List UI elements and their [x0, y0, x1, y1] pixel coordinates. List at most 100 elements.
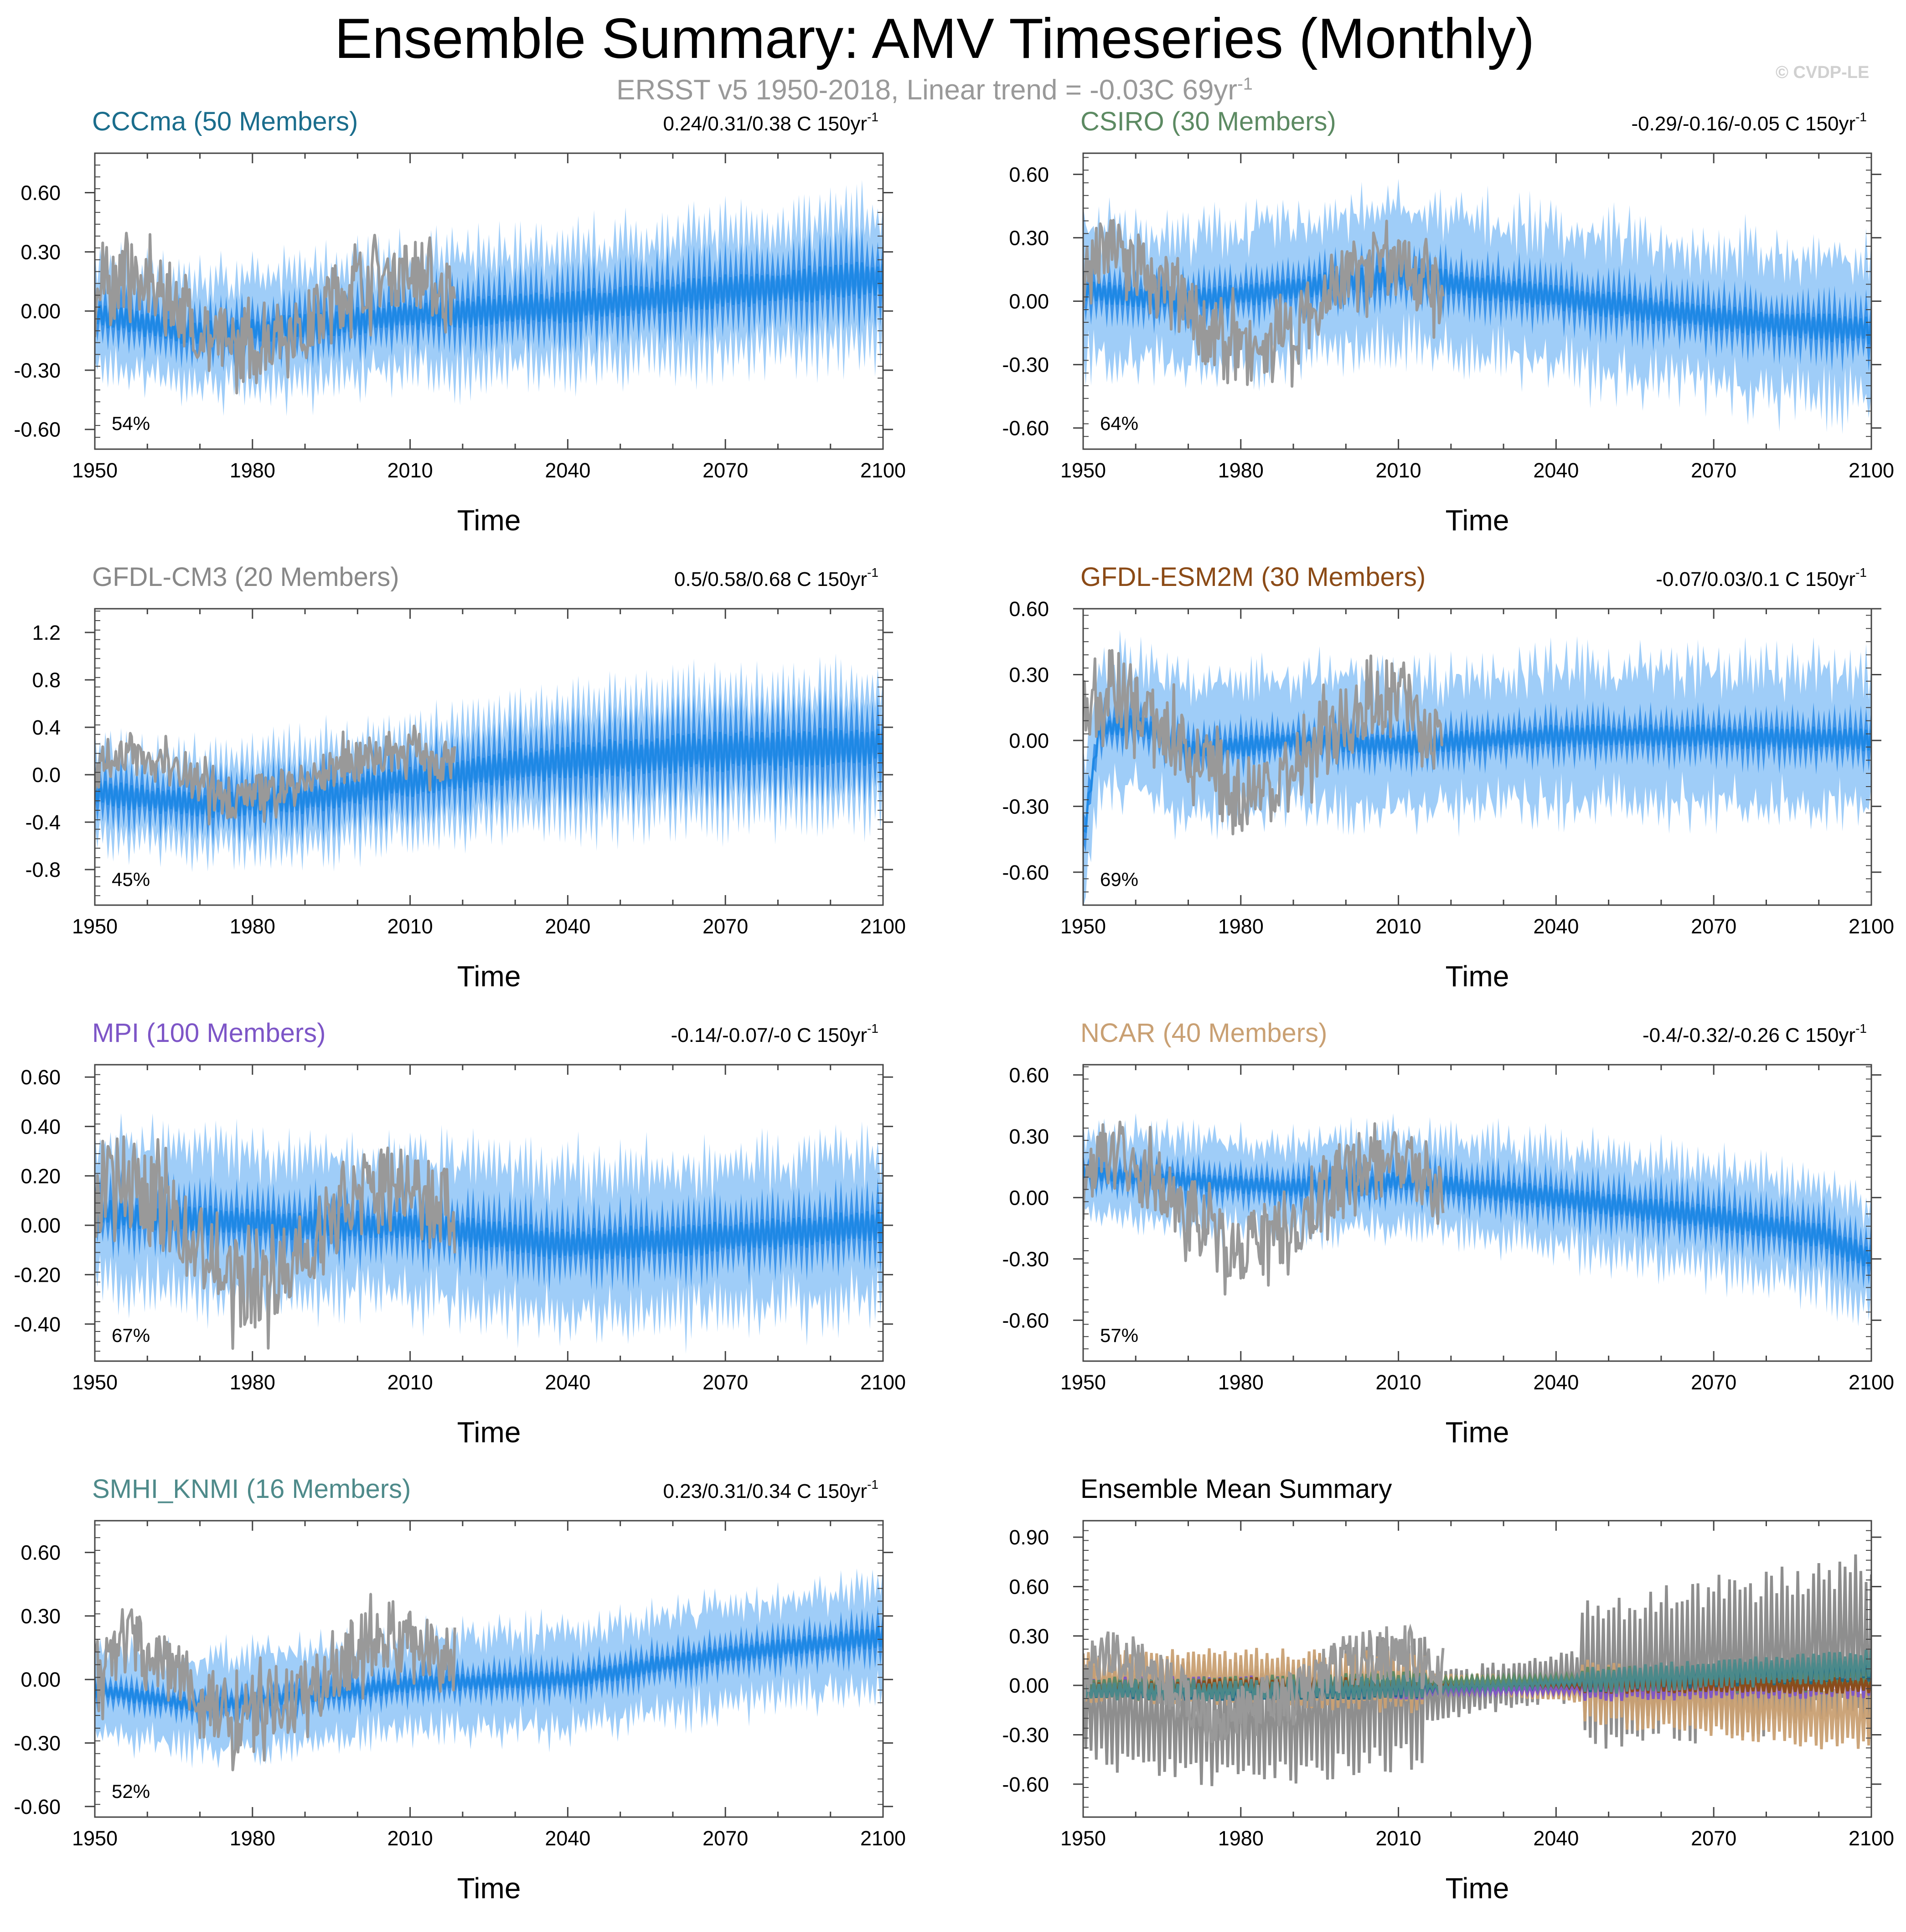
- plot-frame: [94, 152, 884, 450]
- plot-area: [1083, 1113, 1871, 1326]
- y-tick-label: 0.60: [1009, 1063, 1049, 1087]
- x-tick-label: 2010: [387, 1371, 433, 1394]
- y-tick-label: 0.4: [32, 716, 61, 739]
- summary-line-smhi_knmi: [1083, 1649, 1871, 1702]
- x-tick-label: 2040: [545, 915, 590, 938]
- trend-exponent: -1: [867, 110, 878, 124]
- trend-exponent: -1: [867, 1477, 878, 1492]
- x-tick-label: 2010: [387, 915, 433, 938]
- y-tick-label: 0.0: [32, 763, 61, 787]
- panel-1: 1950 1980 2010 2040 2070 2100 -0.60 -0.30 0.00 0.…: [14, 107, 906, 537]
- percent-label: 64%: [1100, 413, 1138, 434]
- ensemble-spread: [1083, 1113, 1871, 1326]
- plot-frame: [1082, 1064, 1872, 1362]
- y-tick-label: -0.30: [1002, 1248, 1049, 1271]
- x-tick-label: 2040: [1533, 915, 1579, 938]
- observed-line: [1083, 219, 1445, 388]
- x-tick-label: 2100: [1849, 1827, 1894, 1850]
- y-tick-label: 0.00: [21, 1668, 61, 1691]
- ensemble-spread: [1083, 179, 1871, 434]
- x-tick-label: 2010: [387, 459, 433, 482]
- x-tick-label: 1980: [230, 1371, 275, 1394]
- x-tick-label: 2100: [860, 459, 906, 482]
- ensemble-range: [1083, 238, 1871, 373]
- plot-frame: [94, 608, 884, 906]
- x-tick-label: 2070: [702, 1371, 748, 1394]
- panel-title: CCCma (50 Members): [92, 107, 358, 136]
- y-tick-label: 0.30: [21, 240, 61, 264]
- x-tick-label: 2100: [860, 915, 906, 938]
- ensemble-mean-line: [95, 1199, 883, 1259]
- observed-line: [1083, 1120, 1445, 1296]
- panel-4: 1950 1980 2010 2040 2070 2100 -0.60 -0.30 0.00 0.…: [1002, 562, 1894, 993]
- y-tick-label: 0.30: [1009, 1125, 1049, 1148]
- ensemble-range: [1083, 695, 1871, 853]
- y-tick-label: -0.30: [1002, 353, 1049, 377]
- trend-exponent: -1: [1855, 110, 1867, 124]
- subtitle-text: ERSST v5 1950-2018, Linear trend = -0.03…: [616, 74, 1238, 106]
- x-axis-label: Time: [1446, 1872, 1509, 1905]
- y-tick-label: -0.8: [25, 858, 61, 881]
- trend-value: -0.4/-0.32/-0.26 C 150yr: [1643, 1024, 1855, 1046]
- x-tick-label: 2040: [1533, 1827, 1579, 1850]
- y-tick-label: 0.00: [21, 1214, 61, 1237]
- figure-title: Ensemble Summary: AMV Timeseries (Monthl…: [334, 7, 1535, 70]
- x-tick-label: 2070: [1691, 459, 1736, 482]
- x-tick-label: 1950: [72, 1371, 118, 1394]
- x-tick-label: 1950: [1060, 459, 1106, 482]
- x-axis-label: Time: [457, 504, 521, 537]
- trend-exponent: -1: [867, 565, 878, 580]
- y-tick-label: 0.00: [1009, 729, 1049, 752]
- panel-title: NCAR (40 Members): [1080, 1018, 1327, 1048]
- panel-5: 1950 1980 2010 2040 2070 2100 -0.40 -0.20 0.00 0.…: [14, 1018, 906, 1449]
- trend-value: 0.23/0.31/0.34 C 150yr: [663, 1480, 867, 1502]
- trend-label: -0.4/-0.32/-0.26 C 150yr-1: [1643, 1021, 1867, 1046]
- y-tick-label: 0.30: [1009, 226, 1049, 249]
- x-tick-label: 1950: [1060, 1371, 1106, 1394]
- ensemble-mean-line: [1083, 264, 1871, 344]
- x-tick-label: 1980: [230, 459, 275, 482]
- plot-area: [95, 180, 883, 416]
- x-tick-label: 1980: [1218, 1827, 1264, 1850]
- observed-line: [95, 1135, 456, 1350]
- percent-label: 57%: [1100, 1325, 1138, 1346]
- summary-line-gfdl-cm3: [1083, 1554, 1871, 1787]
- panel-title: GFDL-CM3 (20 Members): [92, 562, 399, 592]
- ensemble-spread: [1083, 630, 1871, 905]
- x-tick-label: 2040: [545, 1371, 590, 1394]
- percent-label: 45%: [112, 869, 150, 890]
- observed-line: [95, 232, 456, 395]
- panel-title: GFDL-ESM2M (30 Members): [1080, 562, 1426, 592]
- panel-title: MPI (100 Members): [92, 1018, 325, 1048]
- x-tick-label: 1950: [72, 459, 118, 482]
- percent-label: 69%: [1100, 869, 1138, 890]
- x-tick-label: 2040: [1533, 459, 1579, 482]
- y-tick-label: 0.20: [21, 1165, 61, 1188]
- x-tick-label: 2100: [860, 1371, 906, 1394]
- x-axis-label: Time: [457, 1416, 521, 1449]
- x-tick-label: 2070: [702, 915, 748, 938]
- percent-label: 52%: [112, 1781, 150, 1802]
- y-tick-label: 0.60: [1009, 597, 1049, 621]
- y-tick-label: -0.30: [14, 359, 61, 382]
- panel-6: 1950 1980 2010 2040 2070 2100 -0.60 -0.30 0.00 0.…: [1002, 1018, 1894, 1449]
- x-tick-label: 2070: [1691, 1371, 1736, 1394]
- y-tick-label: 0.60: [21, 181, 61, 205]
- summary-line-observed: [1083, 1623, 1445, 1743]
- y-tick-label: 0.00: [21, 300, 61, 323]
- y-tick-label: 0.8: [32, 668, 61, 692]
- panel-title: SMHI_KNMI (16 Members): [92, 1474, 411, 1504]
- y-tick-label: -0.60: [14, 1795, 61, 1818]
- y-tick-label: 1.2: [32, 621, 61, 644]
- x-axis-label: Time: [457, 1872, 521, 1905]
- plot-area: [95, 653, 883, 872]
- x-tick-label: 1980: [1218, 915, 1264, 938]
- y-tick-label: -0.60: [1002, 417, 1049, 440]
- y-tick-label: -0.30: [14, 1732, 61, 1755]
- x-axis-label: Time: [1446, 504, 1509, 537]
- x-tick-label: 2100: [860, 1827, 906, 1850]
- trend-value: 0.5/0.58/0.68 C 150yr: [674, 568, 867, 590]
- x-tick-label: 2070: [1691, 915, 1736, 938]
- x-tick-label: 2100: [1849, 915, 1894, 938]
